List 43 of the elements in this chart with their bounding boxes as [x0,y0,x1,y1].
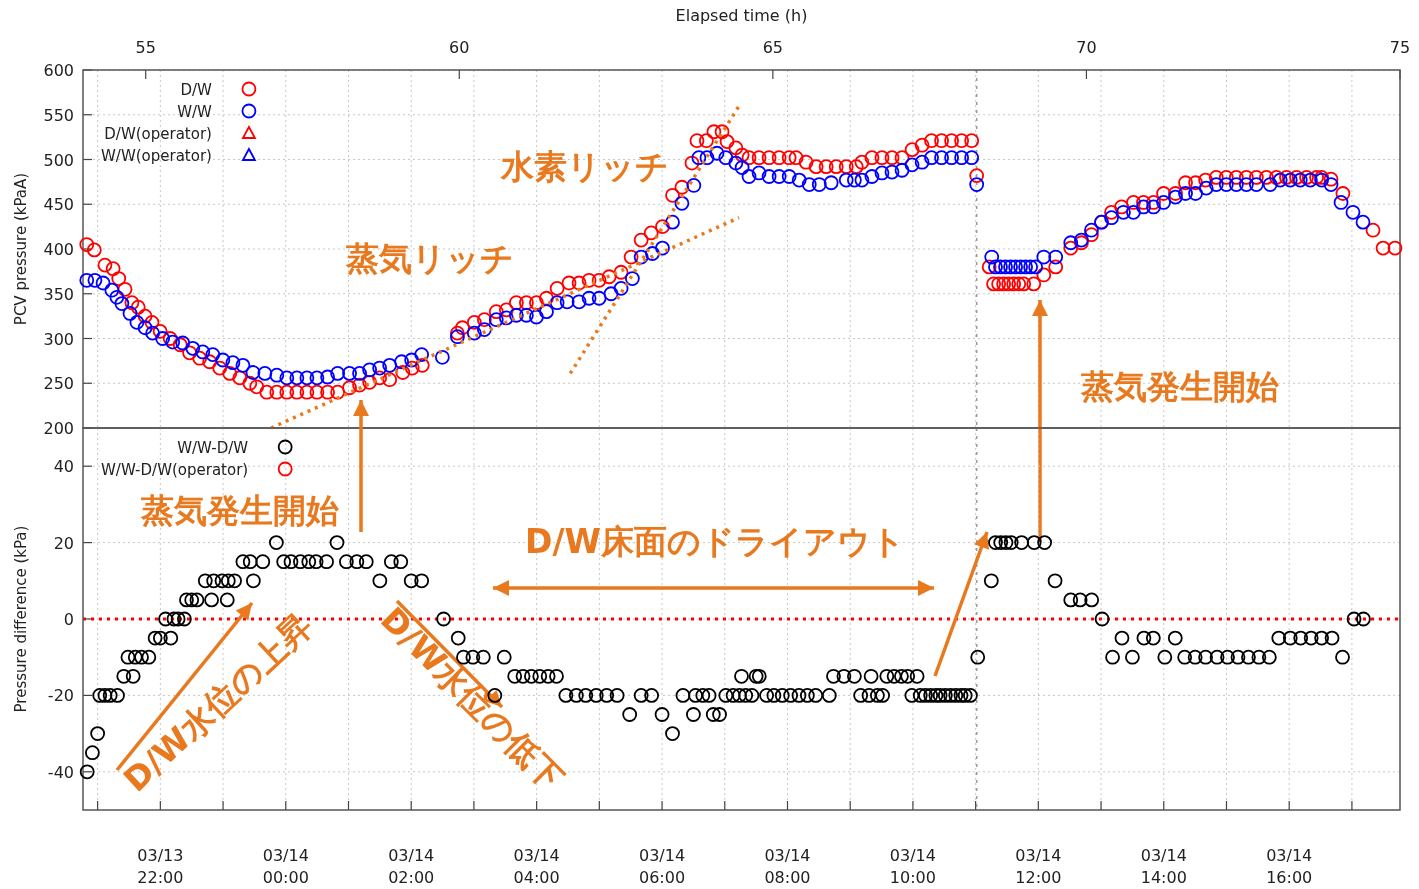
y-tick-label: -40 [47,762,74,782]
x-tick-label: 03/14 16:00 [1266,846,1313,887]
x-tick-label: 03/14 02:00 [388,846,435,887]
x-tick-label: 75 [1389,38,1411,57]
y-tick-label: 20 [53,533,74,553]
x-axis-title: Elapsed time (h) [675,6,808,25]
legend-label: W/W [177,103,213,121]
x-tick-label: 03/14 10:00 [889,846,936,887]
y-tick-label: 300 [43,329,74,349]
y-tick-label: 40 [53,457,74,477]
legend-label: W/W-D/W [177,439,249,457]
y-tick-label: 500 [43,150,74,170]
x-tick-label: 60 [449,38,470,57]
y-tick-label: -20 [47,686,74,706]
x-tick-label: 03/14 08:00 [764,846,811,887]
legend-label: W/W-D/W(operator) [101,461,249,479]
x-tick-label: 03/14 04:00 [513,846,560,887]
x-tick-label: 03/13 22:00 [137,846,184,887]
annotation: 蒸気発生開始 [1080,367,1279,406]
x-tick-label: 03/14 14:00 [1140,846,1187,887]
y-tick-label: 250 [43,374,74,394]
x-tick-label: 03/14 06:00 [639,846,686,887]
y-tick-label: 0 [63,610,74,629]
annotation: 蒸気リッチ [345,239,514,278]
annotation: 蒸気発生開始 [140,491,339,530]
x-tick-label: 03/14 00:00 [262,846,309,887]
x-tick-label: 55 [135,38,156,57]
legend-label: D/W [180,81,213,99]
x-tick-label: 03/14 12:00 [1015,846,1062,887]
annotation: 水素リッチ [500,147,669,186]
y-tick-label: 600 [43,61,74,80]
y-tick-label: 550 [43,105,74,125]
y-tick-label: 200 [43,419,74,438]
y-tick-label: 350 [43,284,74,304]
annotation: D/W床面のドライアウト [525,522,905,561]
x-tick-label: 65 [762,38,784,57]
x-tick-label: 70 [1076,38,1097,57]
y-axis-title: Pressure difference (kPa) [12,525,30,713]
y-tick-label: 400 [43,240,74,259]
legend-label: D/W(operator) [104,125,212,143]
y-tick-label: 450 [43,195,74,215]
legend-label: W/W(operator) [101,147,212,165]
y-axis-title: PCV pressure (kPaA) [12,172,30,326]
